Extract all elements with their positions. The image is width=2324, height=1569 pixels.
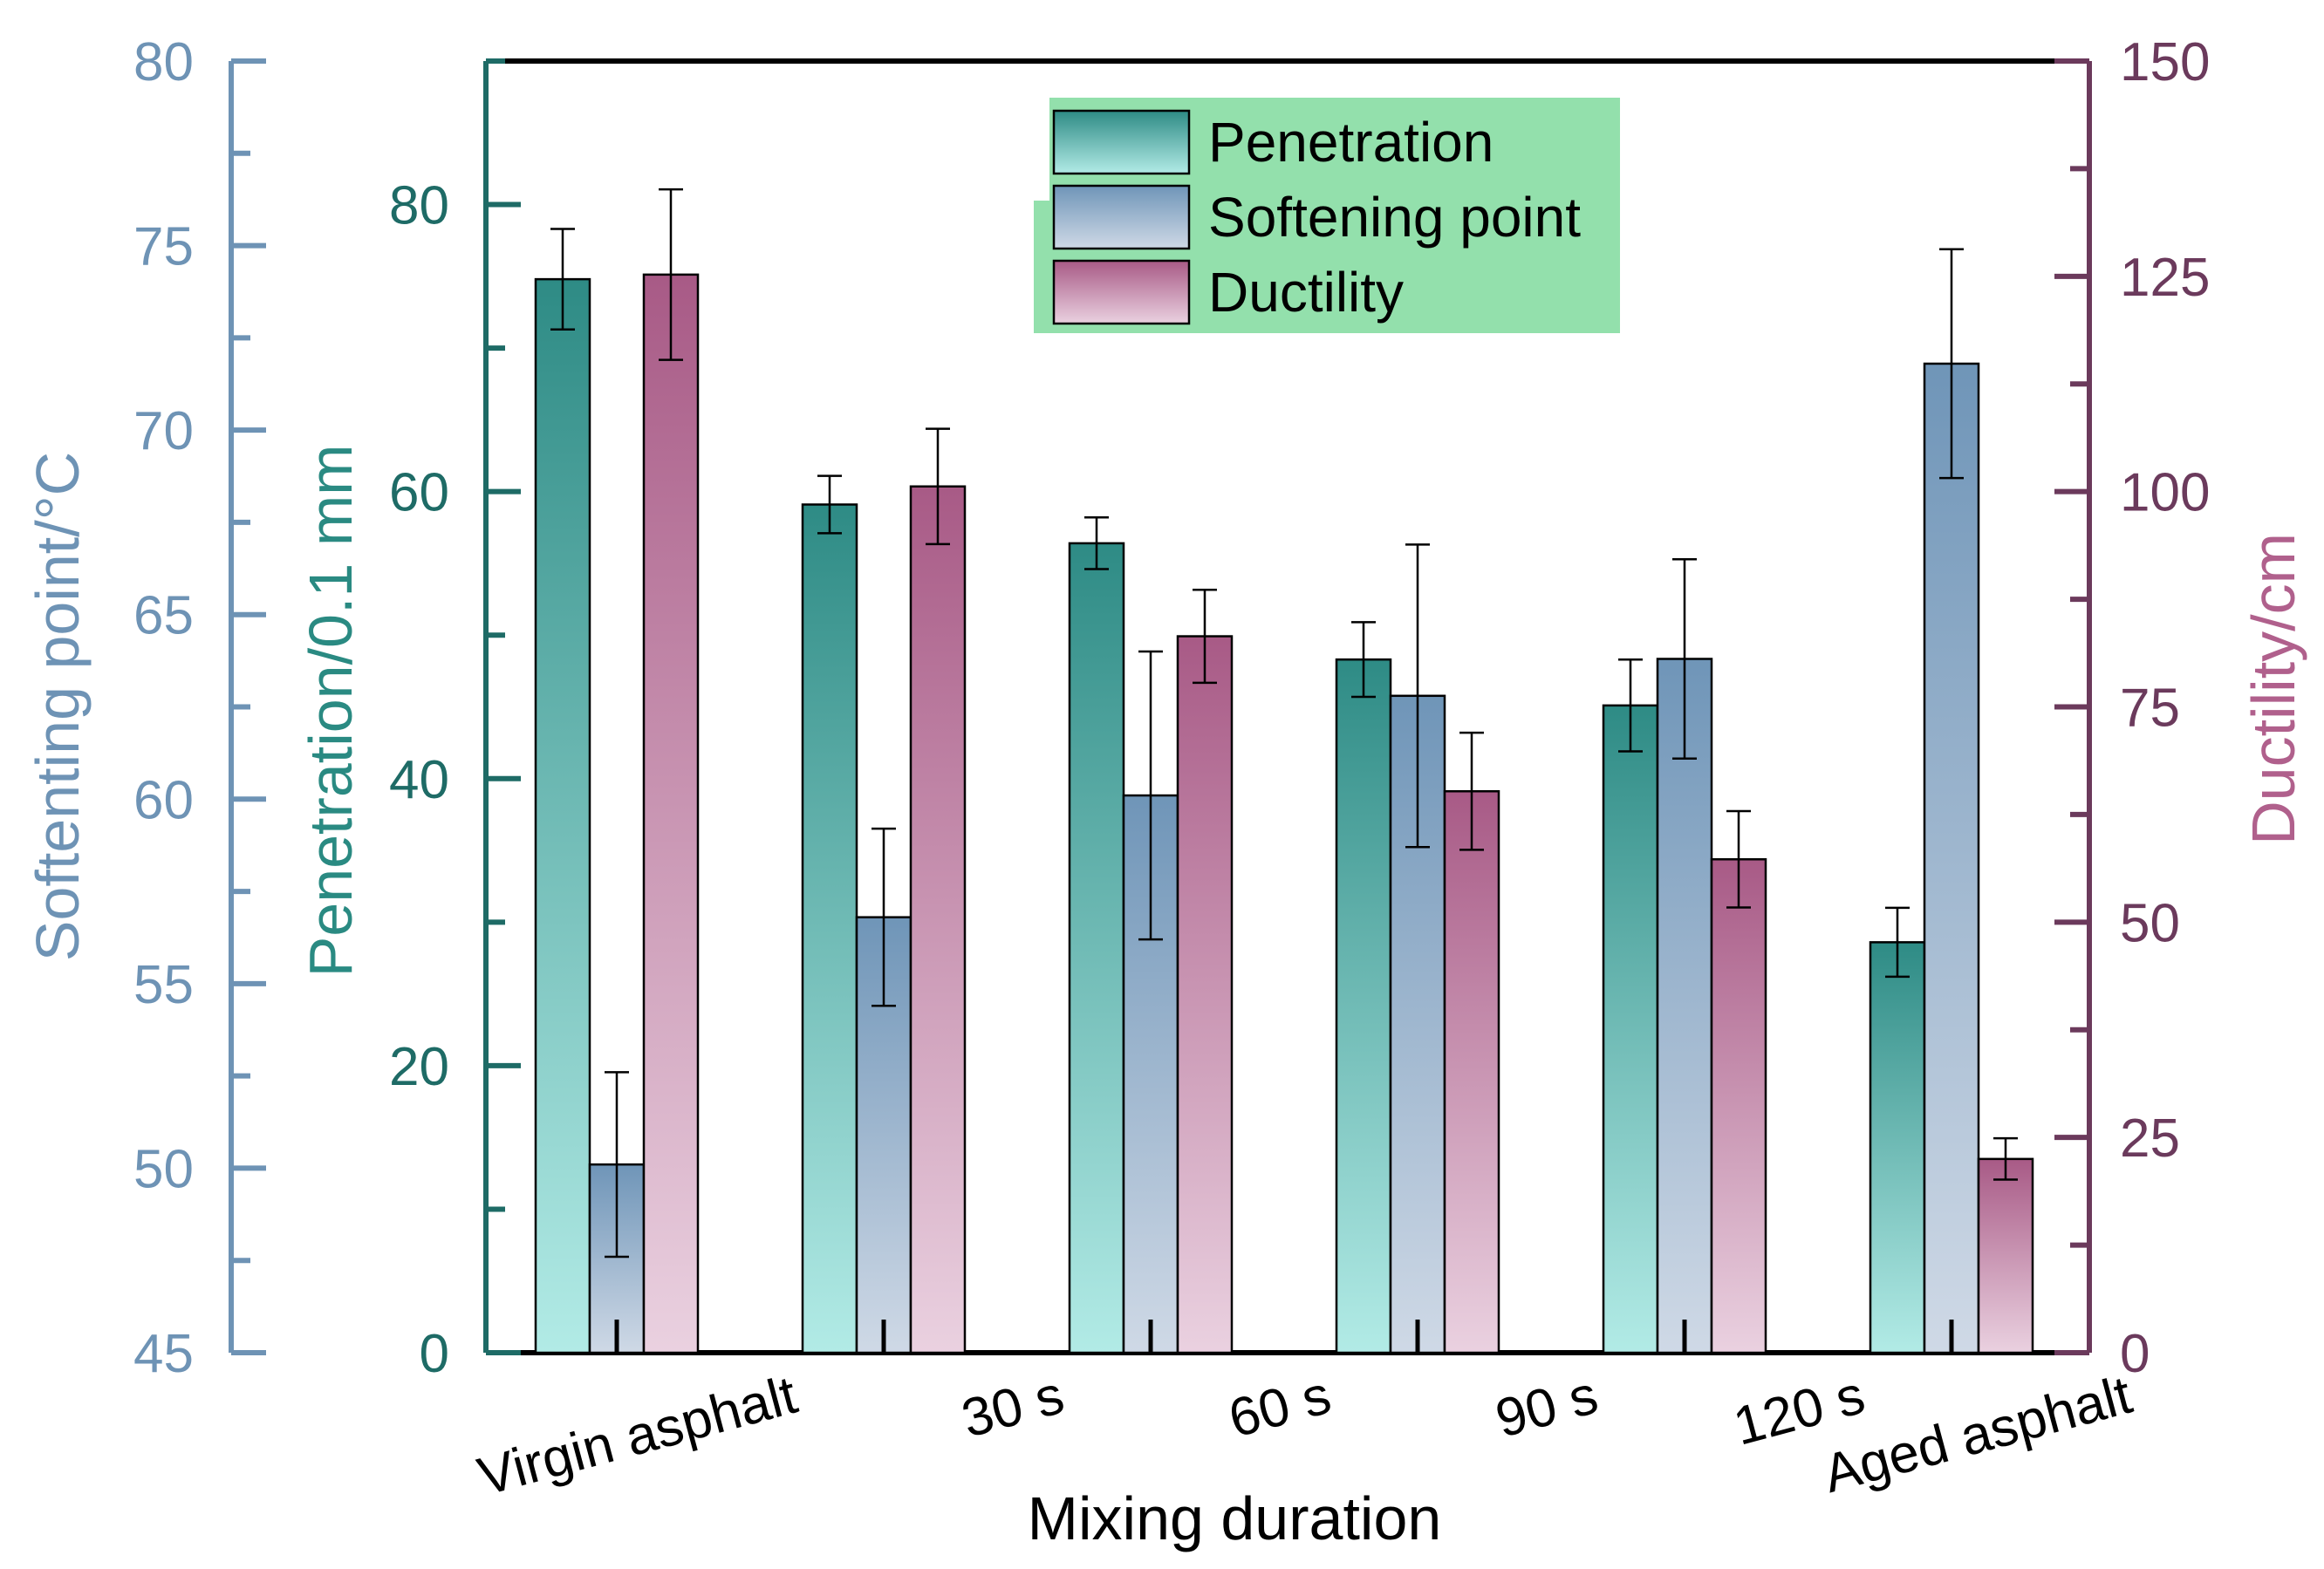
softening-tick-label: 80 bbox=[133, 32, 194, 92]
ductility-tick-label: 100 bbox=[2120, 463, 2210, 523]
category-label: 30 s bbox=[956, 1365, 1070, 1450]
bar-penetration bbox=[1068, 542, 1125, 1354]
bar-ductility bbox=[642, 273, 700, 1354]
penetration-tick-label: 0 bbox=[420, 1324, 449, 1384]
bar-ductility bbox=[1710, 858, 1767, 1354]
penetration-axis: 0 20 40 60 80 bbox=[389, 58, 521, 1384]
bar-ductility bbox=[1977, 1157, 2034, 1354]
softening-tick-label: 70 bbox=[133, 401, 194, 461]
ductility-tick-label: 75 bbox=[2120, 679, 2180, 739]
category-label: Virgin asphalt bbox=[472, 1365, 803, 1508]
ductility-tick-label: 50 bbox=[2120, 893, 2180, 953]
softening-tick-label: 60 bbox=[133, 770, 194, 830]
bar-penetration bbox=[1602, 704, 1659, 1354]
ductility-tick-label: 150 bbox=[2120, 32, 2210, 92]
softening-axis: 45 50 55 60 65 70 75 80 bbox=[133, 32, 266, 1384]
legend-swatch bbox=[1052, 184, 1191, 250]
bar-ductility bbox=[909, 485, 967, 1354]
bar-softening-point bbox=[1923, 362, 1980, 1354]
x-axis-title: Mixing duration bbox=[1028, 1484, 1442, 1552]
ductility-axis: 0 25 50 75 100 125 150 bbox=[2054, 32, 2210, 1384]
penetration-tick-label: 20 bbox=[389, 1037, 449, 1097]
ductility-tick-label: 25 bbox=[2120, 1109, 2180, 1169]
bar-penetration bbox=[534, 277, 591, 1354]
legend-corner-patch bbox=[1034, 98, 1049, 201]
legend-label: Penetration bbox=[1208, 111, 1494, 174]
legend-swatch bbox=[1052, 259, 1191, 325]
ductility-axis-title: Ductility/cm bbox=[2239, 533, 2307, 845]
softening-tick-label: 65 bbox=[133, 586, 194, 646]
category-label: 60 s bbox=[1223, 1365, 1337, 1450]
penetration-tick-label: 40 bbox=[389, 750, 449, 810]
softening-tick-label: 45 bbox=[133, 1324, 194, 1384]
category-label: Aged asphalt bbox=[1817, 1365, 2137, 1504]
softening-axis-title: Softenting point/°C bbox=[24, 452, 92, 961]
bar-penetration bbox=[1335, 658, 1392, 1354]
penetration-tick-label: 80 bbox=[389, 176, 449, 236]
legend-swatch bbox=[1052, 109, 1191, 175]
bar-penetration bbox=[801, 503, 858, 1354]
category-label: 90 s bbox=[1490, 1365, 1604, 1450]
bar-softening-point bbox=[1656, 658, 1713, 1354]
softening-tick-label: 75 bbox=[133, 217, 194, 277]
penetration-axis-title: Penetration/0.1 mm bbox=[297, 445, 365, 978]
legend-label: Softening point bbox=[1208, 186, 1581, 249]
bars bbox=[534, 188, 2034, 1354]
bar-penetration bbox=[1869, 941, 1926, 1354]
legend-label: Ductility bbox=[1208, 261, 1404, 324]
bar-ductility bbox=[1443, 790, 1500, 1354]
softening-tick-label: 50 bbox=[133, 1139, 194, 1199]
ductility-tick-label: 0 bbox=[2120, 1324, 2150, 1384]
penetration-tick-label: 60 bbox=[389, 463, 449, 523]
softening-tick-label: 55 bbox=[133, 955, 194, 1015]
ductility-tick-label: 125 bbox=[2120, 248, 2210, 308]
legend: Penetration Softening point Ductility bbox=[1034, 98, 1620, 333]
bar-ductility bbox=[1176, 635, 1234, 1354]
